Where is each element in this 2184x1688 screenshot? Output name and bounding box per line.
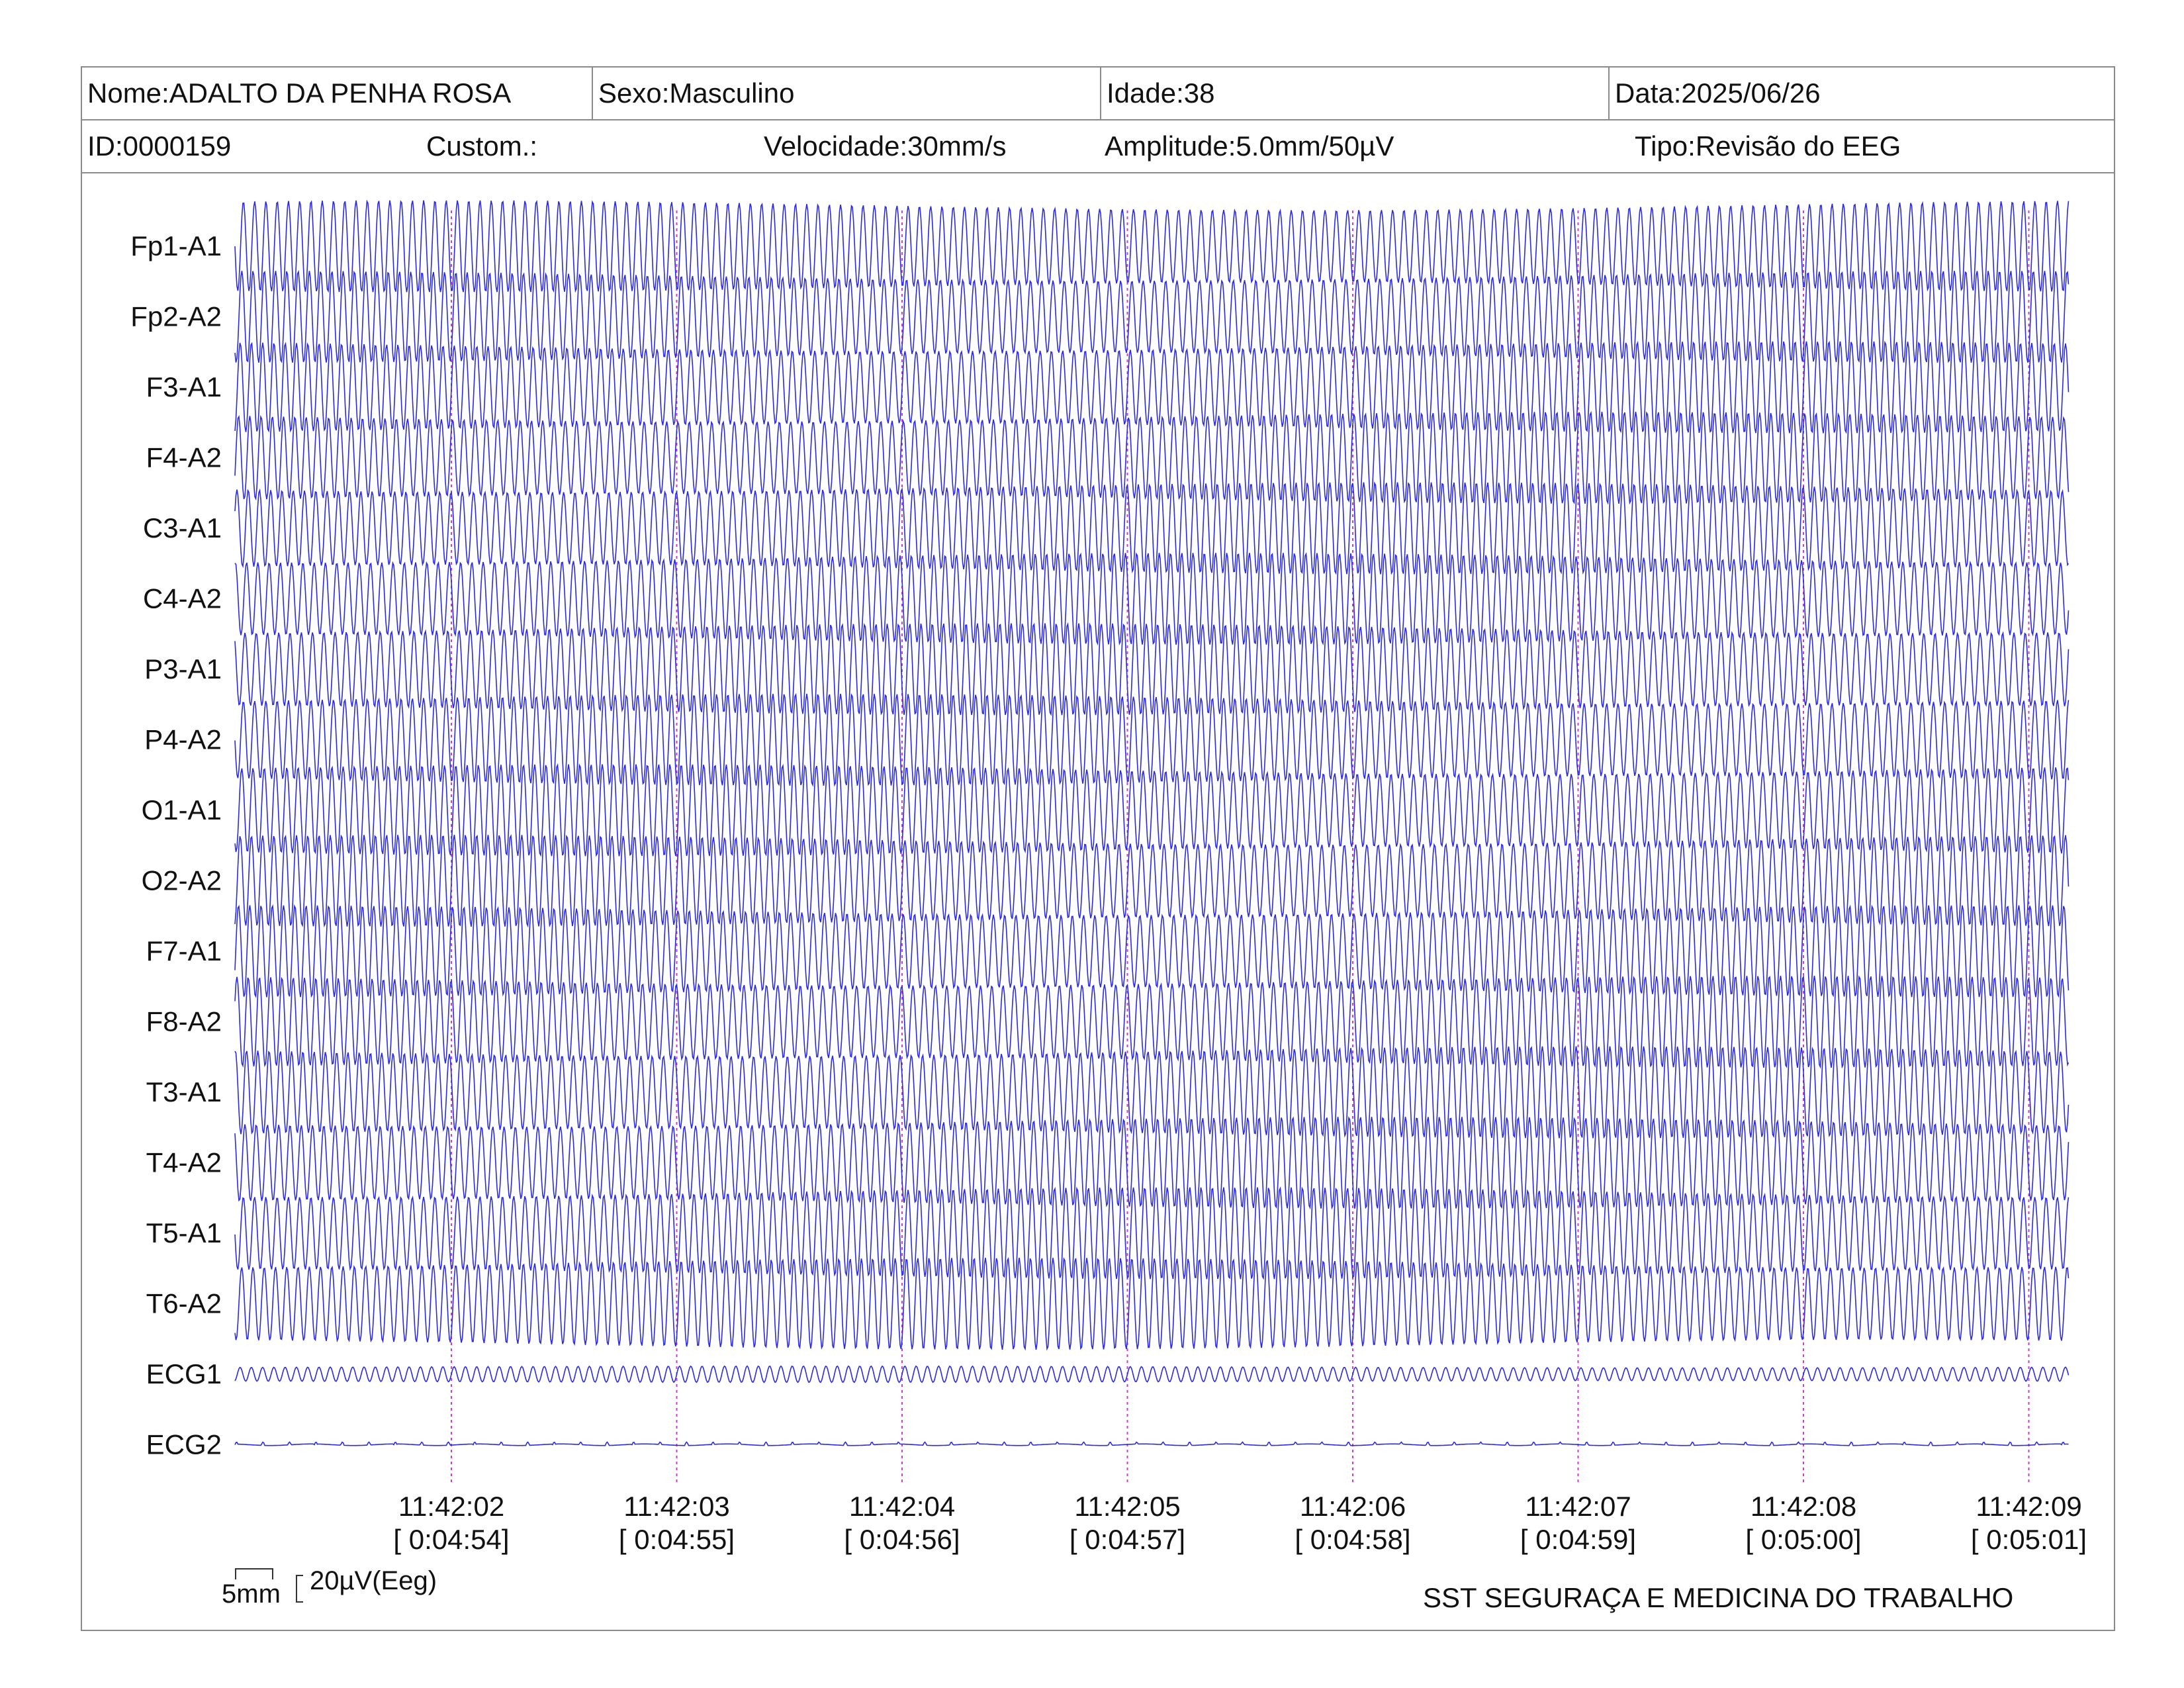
scale-bar-icon: [235, 1568, 303, 1603]
channel-label: F7-A1: [146, 935, 222, 966]
eeg-trace: [234, 692, 2070, 787]
channel-labels: Fp1-A1 Fp2-A2 F3-A1 F4-A2 C3-A1 C4-A2 P3-A1 P4-…: [130, 230, 222, 1460]
channel-label: O2-A2: [142, 865, 222, 896]
eeg-trace: [234, 904, 2070, 998]
footer-company: SST SEGURAÇA E MEDICINA DO TRABALHO: [1423, 1582, 2014, 1613]
eeg-trace: [234, 269, 2070, 364]
channel-label: T5-A1: [146, 1217, 222, 1248]
scale-horizontal: 5mm: [222, 1579, 281, 1609]
time-elapsed-label: [ 0:05:00]: [1745, 1524, 1861, 1555]
eeg-trace: [234, 552, 2070, 646]
time-elapsed-label: [ 0:04:58]: [1295, 1524, 1410, 1555]
time-clock-label: 11:42:02: [398, 1491, 504, 1522]
time-clock-label: 11:42:08: [1751, 1491, 1856, 1522]
time-clock-label: 11:42:07: [1525, 1491, 1631, 1522]
channel-label: F3-A1: [146, 371, 222, 402]
eeg-traces: [234, 199, 2070, 1446]
exam-type: Tipo:Revisão do EEG: [1635, 130, 1901, 162]
time-elapsed-label: [ 0:05:01]: [1971, 1524, 2087, 1555]
patient-age: Idade:38: [1100, 68, 1215, 119]
scale-vertical: 20µV(Eeg): [310, 1566, 437, 1595]
eeg-trace: [234, 1365, 2070, 1383]
time-clock-label: 11:42:03: [623, 1491, 729, 1522]
channel-label: O1-A1: [142, 794, 222, 825]
time-elapsed-label: [ 0:04:59]: [1520, 1524, 1636, 1555]
channel-label: C4-A2: [143, 583, 222, 614]
eeg-trace: [234, 481, 2070, 575]
channel-label: F4-A2: [146, 442, 222, 473]
eeg-trace: [234, 199, 2070, 293]
eeg-trace: [234, 410, 2070, 505]
channel-label: Fp1-A1: [130, 230, 222, 261]
time-clock-label: 11:42:09: [1976, 1491, 2081, 1522]
exam-date: Data:2025/06/26: [1608, 68, 1821, 119]
channel-label: P3-A1: [144, 653, 222, 684]
time-elapsed-label: [ 0:04:54]: [393, 1524, 509, 1555]
time-clock-label: 11:42:04: [849, 1491, 955, 1522]
time-elapsed-label: [ 0:04:56]: [844, 1524, 960, 1555]
channel-label: F8-A2: [146, 1006, 222, 1037]
eeg-trace: [234, 1045, 2070, 1139]
eeg-trace: [234, 763, 2070, 857]
paper-speed: Velocidade:30mm/s: [764, 130, 1007, 162]
channel-label: T3-A1: [146, 1076, 222, 1107]
eeg-trace: [234, 1186, 2070, 1280]
report-frame: Nome:ADALTO DA PENHA ROSA Sexo:Masculino…: [81, 66, 2115, 1631]
time-labels: 11:42:02[ 0:04:54] 11:42:03[ 0:04:55] 11:4…: [393, 1491, 2087, 1555]
channel-label: T4-A2: [146, 1147, 222, 1178]
channel-label: ECG2: [146, 1429, 222, 1460]
channel-label: ECG1: [146, 1358, 222, 1389]
eeg-trace: [234, 974, 2070, 1069]
channel-label: C3-A1: [143, 512, 222, 543]
channel-label: P4-A2: [144, 724, 222, 755]
custom-field: Custom.:: [426, 130, 538, 162]
eeg-trace: [234, 1256, 2070, 1351]
amplitude-setting: Amplitude:5.0mm/50µV: [1105, 130, 1394, 162]
time-elapsed-label: [ 0:04:55]: [619, 1524, 735, 1555]
time-clock-label: 11:42:05: [1074, 1491, 1180, 1522]
channel-label: Fp2-A2: [130, 301, 222, 332]
eeg-trace: [234, 1441, 2069, 1446]
patient-sex: Sexo:Masculino: [592, 68, 794, 119]
eeg-trace: [234, 834, 2070, 928]
eeg-trace: [234, 1116, 2070, 1210]
eeg-trace: [234, 340, 2070, 434]
patient-name: Nome:ADALTO DA PENHA ROSA: [87, 77, 512, 109]
header-row-exam: ID:0000159 Custom.: Velocidade:30mm/s Am…: [82, 120, 2114, 173]
time-clock-label: 11:42:06: [1300, 1491, 1406, 1522]
patient-id: ID:0000159: [87, 130, 232, 162]
header-row-patient: Nome:ADALTO DA PENHA ROSA Sexo:Masculino…: [82, 68, 2114, 120]
channel-label: T6-A2: [146, 1288, 222, 1319]
time-elapsed-label: [ 0:04:57]: [1069, 1524, 1185, 1555]
eeg-trace: [234, 622, 2070, 716]
